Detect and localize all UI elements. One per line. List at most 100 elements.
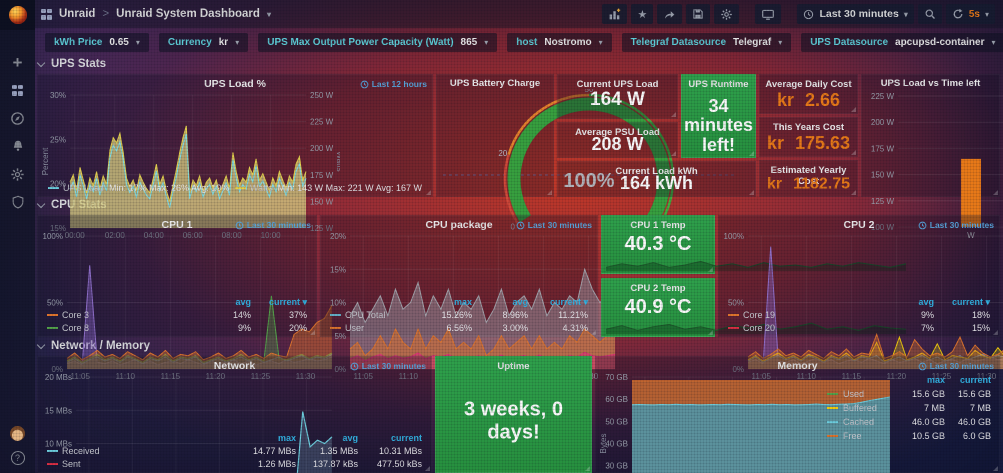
panel-title[interactable]: UPS Battery Charge xyxy=(449,78,541,89)
title-chevron-down-icon[interactable]: ▾ xyxy=(266,9,271,19)
cpu2-chart[interactable]: 11:05 11:10 11:15 11:20 11:25 11:30 100% 50% 0% xyxy=(721,231,1003,381)
legend-item[interactable]: Core 20 xyxy=(728,323,884,333)
svg-text:11:15: 11:15 xyxy=(842,372,862,381)
legend-item[interactable]: CPU Total xyxy=(330,310,416,320)
variable-ups-max-output[interactable]: UPS Max Output Power Capacity (Watt) 865 ▾ xyxy=(258,33,498,52)
battery-charge-gauge[interactable]: 02050100100% xyxy=(439,89,739,239)
refresh-interval-select[interactable]: 5s xyxy=(968,8,980,20)
legend-item-watts[interactable]: Watts Min: 143 W Max: 221 W Avg: 167 W xyxy=(234,183,422,193)
panel-cpu2: CPU 2 Last 30 minutes 11:05 11:10 11:15 11:… xyxy=(718,215,1003,381)
grafana-logo[interactable] xyxy=(0,0,35,30)
legend-item[interactable]: Core 3 xyxy=(47,310,201,320)
refresh-chevron-down-icon: ▾ xyxy=(984,9,989,19)
legend-sort-header[interactable]: current xyxy=(390,433,422,443)
add-panel-button[interactable] xyxy=(602,4,628,24)
panel-title[interactable]: CPU 1 xyxy=(161,219,193,231)
legend-sort-header[interactable]: avg xyxy=(342,433,358,443)
legend-sort-header[interactable]: current ▾ xyxy=(268,296,307,307)
ups-load-vs-time-bar-chart[interactable]: 225 W45 min200 W40 min175 W35 min150 W30… xyxy=(864,90,1003,240)
dashboards-icon[interactable] xyxy=(10,82,26,98)
row-header-ups-stats[interactable]: UPS Stats xyxy=(36,58,106,70)
ups-load-legend: UPS Load Min: 17% Max: 26% Avg: 19% Watts… xyxy=(48,183,422,193)
explore-compass-icon[interactable] xyxy=(10,110,26,126)
legend-sort-header[interactable]: current ▾ xyxy=(951,296,990,307)
stat-value: kr 175.63 xyxy=(766,132,851,153)
svg-text:11:30: 11:30 xyxy=(296,372,316,381)
legend-sort-header[interactable]: current ▾ xyxy=(549,296,588,307)
page-title[interactable]: Unraid System Dashboard xyxy=(116,8,260,20)
svg-text:50: 50 xyxy=(585,89,594,94)
panel-title[interactable]: Estimated Yearly Cost xyxy=(770,165,847,187)
star-button[interactable]: ★ xyxy=(631,4,654,24)
svg-text:11:05: 11:05 xyxy=(354,372,374,381)
legend-item[interactable]: Core 8 xyxy=(47,323,201,333)
network-chart[interactable]: 11:05 11:10 11:15 11:20 11:25 11:30 20 MBs 15 M… xyxy=(40,372,340,473)
legend-item[interactable]: Received xyxy=(47,446,234,456)
panel-title[interactable]: CPU 2 Temp xyxy=(630,283,686,294)
help-icon[interactable]: ? xyxy=(10,451,25,465)
legend-item[interactable]: Buffered xyxy=(843,403,877,413)
legend-sort-header[interactable]: avg xyxy=(512,297,528,307)
refresh-button[interactable]: 5s ▾ xyxy=(945,4,995,24)
variable-kwh-price[interactable]: kWh Price 0.65 ▾ xyxy=(45,33,149,52)
variable-ups-datasource[interactable]: UPS Datasource apcupsd-container ▾ xyxy=(801,33,1003,52)
panel-title[interactable]: CPU 1 Temp xyxy=(630,220,686,231)
panel-title[interactable]: Memory xyxy=(777,360,818,372)
panel-title[interactable]: CPU 2 xyxy=(843,219,875,231)
legend-item[interactable]: Cached xyxy=(843,417,875,427)
variable-host[interactable]: host Nostromo ▾ xyxy=(507,33,612,52)
cpu-package-chart[interactable]: 11:0511:1011:1511:2011:2511:3020%15%10%5… xyxy=(323,231,623,381)
panel-title[interactable]: CPU package xyxy=(425,219,493,231)
svg-text:70 GB: 70 GB xyxy=(605,373,628,382)
panel-title[interactable]: Current Load kWh xyxy=(615,166,698,177)
legend-item[interactable]: Core 19 xyxy=(728,310,884,320)
variable-telegraf-datasource[interactable]: Telegraf Datasource Telegraf ▾ xyxy=(621,33,792,52)
panel-title[interactable]: Uptime xyxy=(497,361,530,372)
row-header-network-memory[interactable]: Network / Memory xyxy=(36,340,150,352)
user-avatar[interactable] xyxy=(10,426,25,441)
share-button[interactable] xyxy=(657,4,683,24)
create-plus-icon[interactable]: + xyxy=(12,52,23,72)
server-admin-shield-icon[interactable] xyxy=(10,194,26,210)
panel-title[interactable]: Current UPS Load xyxy=(576,79,659,90)
legend-item[interactable]: Free xyxy=(843,431,862,441)
variable-currency[interactable]: Currency kr ▾ xyxy=(158,33,249,52)
legend-sort-header[interactable]: max xyxy=(453,297,472,307)
svg-text:30 GB: 30 GB xyxy=(605,462,628,471)
panel-title[interactable]: Average Daily Cost xyxy=(765,79,852,90)
panel-time-range: Last 30 minutes xyxy=(235,220,311,230)
panel-title[interactable]: UPS Runtime xyxy=(688,79,749,90)
legend-item[interactable]: Used xyxy=(843,389,865,399)
legend-item-ups-load[interactable]: UPS Load Min: 17% Max: 26% Avg: 19% xyxy=(48,183,229,193)
panel-title[interactable]: UPS Load % xyxy=(204,78,266,90)
zoom-out-button[interactable] xyxy=(917,4,942,24)
svg-text:11:15: 11:15 xyxy=(161,372,181,381)
cpu1-chart[interactable]: 11:05 11:10 11:15 11:20 11:25 11:30 100% 50% 0% xyxy=(40,231,340,381)
time-range-picker[interactable]: Last 30 minutes ▾ xyxy=(797,4,914,24)
dashboard-settings-gear-icon[interactable] xyxy=(714,4,740,24)
legend-sort-header[interactable]: avg xyxy=(918,297,934,307)
legend-sort-header[interactable]: avg xyxy=(235,297,251,307)
legend-item[interactable]: User xyxy=(330,323,416,333)
alerting-bell-icon[interactable] xyxy=(10,138,26,154)
svg-text:150 W: 150 W xyxy=(871,171,895,180)
svg-text:Percent: Percent xyxy=(41,147,50,175)
panel-title[interactable]: This Years Cost xyxy=(772,122,845,133)
save-button[interactable] xyxy=(686,4,711,24)
stat-value: 40.9 °C xyxy=(624,296,692,319)
svg-text:11:25: 11:25 xyxy=(932,372,952,381)
legend-sort-header[interactable]: max xyxy=(277,433,296,443)
legend-sort-header[interactable]: max xyxy=(926,375,945,385)
breadcrumb-app[interactable]: Unraid xyxy=(59,8,96,20)
legend-sort-header[interactable]: current xyxy=(959,375,991,385)
stat-value: 208 W xyxy=(591,134,644,155)
panel-title[interactable]: UPS Load vs Time left xyxy=(880,78,981,89)
ups-load-chart[interactable]: 00:00 02:00 04:00 06:00 08:00 10:00 30% 25% 20% 1… xyxy=(40,90,340,240)
kiosk-monitor-button[interactable] xyxy=(755,4,782,24)
legend-item[interactable]: Sent xyxy=(47,459,234,469)
configuration-gear-icon[interactable] xyxy=(10,166,26,182)
panel-title[interactable]: Average PSU Load xyxy=(575,127,660,138)
panel-title[interactable]: Network xyxy=(213,360,256,372)
